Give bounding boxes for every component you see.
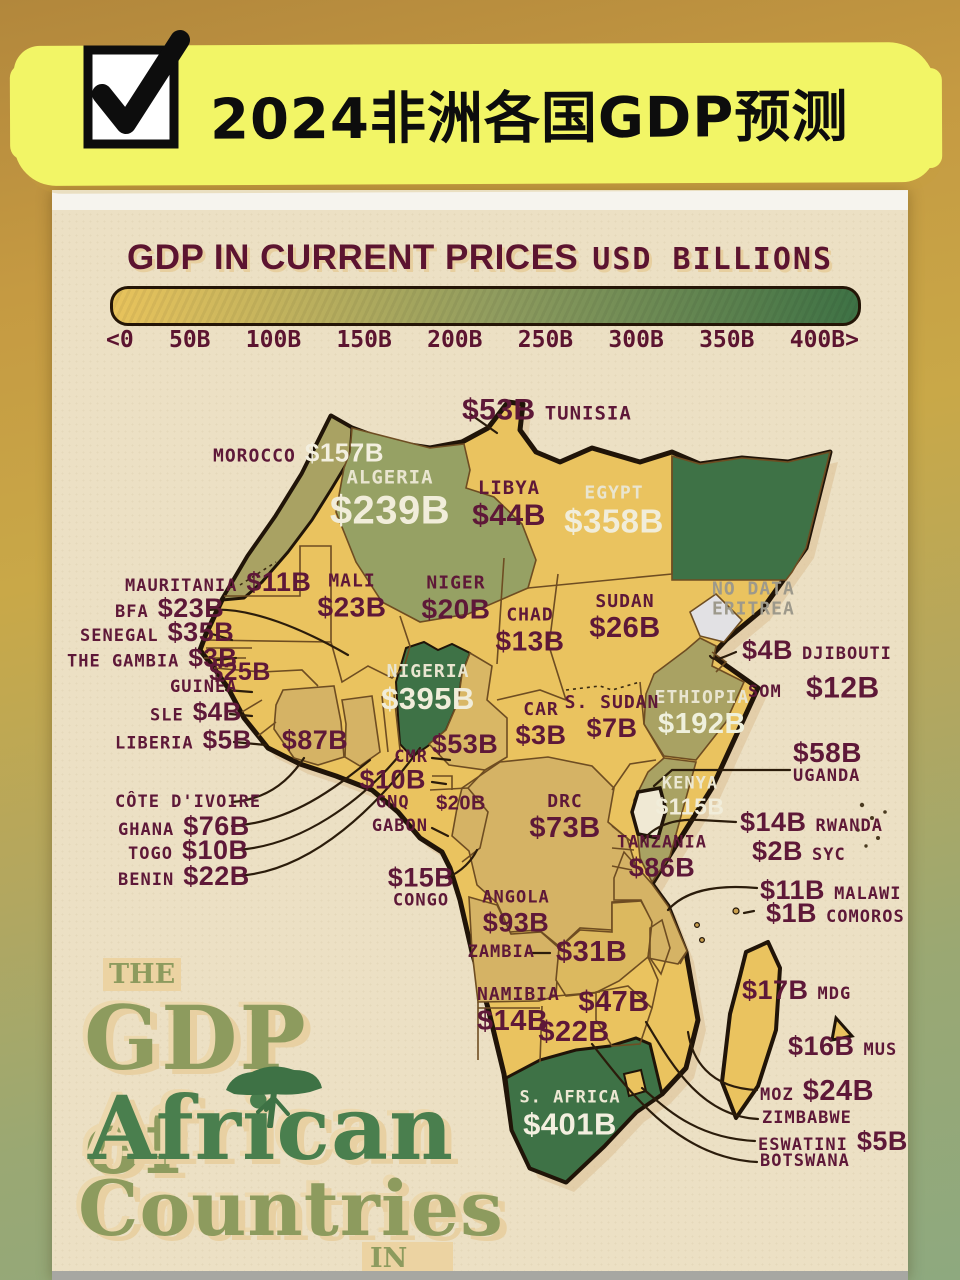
legend-tick: 200B: [427, 327, 483, 353]
map-label-zambia-name: ZAMBIA: [467, 942, 535, 963]
map-label-mali: MALI $23B: [317, 570, 387, 623]
map-label-comoros: $1B COMOROS: [766, 897, 905, 928]
legend-tick: 50B: [168, 327, 211, 353]
leader-lines: [206, 412, 792, 1164]
dotted-borders: [239, 561, 641, 691]
map-label-namibia: NAMIBIA $14B: [477, 983, 560, 1037]
map-label-djibouti: $4B DJIBOUTI: [742, 634, 892, 665]
map-label-libya: LIBYA $44B: [472, 476, 546, 532]
map-label-chad: CHAD $13B: [495, 604, 565, 657]
poster-title-the: THE: [103, 958, 182, 991]
legend-tick: 150B: [336, 327, 392, 353]
map-label-guinea-label: GUINEA: [170, 677, 238, 698]
map-label-egypt: EGYPT $358B: [564, 482, 664, 540]
legend-tick: 250B: [517, 327, 574, 353]
map-label-niger: NIGER $20B: [421, 572, 491, 625]
map-label-uganda: $58B UGANDA: [793, 736, 862, 787]
map-label-mdg: $17B MDG: [742, 974, 852, 1005]
map-label-civ-label: CÔTE D'IVOIRE: [115, 792, 262, 813]
map-label-cmr-label: CMR: [394, 747, 428, 768]
legend-gradient-bar: [110, 286, 861, 326]
region-madagascar: [720, 940, 782, 1120]
map-label-botswana-label: BOTSWANA: [760, 1151, 850, 1172]
region-cameroon: [427, 651, 508, 771]
map-label-eritrea: NO DATA ERITREA: [712, 578, 795, 620]
map-label-guinea-value: $25B: [209, 657, 271, 686]
map-label-rwanda: $14B RWANDA: [740, 806, 883, 837]
checkbox-check-icon: [83, 30, 190, 149]
region-egypt: [671, 450, 832, 581]
map-label-ethiopia: ETHIOPIA $192B: [654, 686, 750, 740]
map-label-liberia: LIBERIA $5B: [115, 724, 252, 755]
map-label-car: CAR $3B: [515, 698, 567, 750]
map-label-algeria: ALGERIA $239B: [329, 466, 451, 533]
legend-tick: 300B: [608, 327, 664, 353]
map-label-tanzania: TANZANIA $86B: [617, 832, 707, 883]
map-label-senegal: SENEGAL $35B: [80, 616, 235, 647]
map-label-bfa: BFA $23B: [115, 592, 225, 623]
map-label-malawi: $11B MALAWI: [760, 874, 902, 905]
region-eritrea: [689, 592, 744, 643]
map-label-civ-value: $87B: [281, 724, 349, 755]
region-civ: [273, 685, 345, 766]
map-label-morocco: MOROCCO $157B: [213, 437, 384, 468]
map-label-syc: $2B SYC: [752, 835, 846, 866]
legend-tick: 100B: [245, 327, 302, 353]
region-ethiopia: [643, 637, 746, 761]
map-label-togo: TOGO $10B: [128, 834, 249, 865]
map-label-som-label: SOM: [748, 682, 782, 703]
map-label-som-value: $12B: [806, 671, 880, 705]
map-label-zimbabwe-label: ZIMBABWE: [762, 1108, 852, 1129]
paper-top-edge: [52, 190, 908, 210]
map-label-mauritania: MAURITANIA $11B: [125, 566, 312, 597]
legend-title: GDP IN CURRENT PRICES USD BILLIONS: [52, 238, 908, 278]
map-label-ssudan: S. SUDAN $7B: [564, 691, 660, 743]
map-label-nigeria: NIGERIA $395B: [381, 660, 475, 716]
map-label-gabon-value: $20B: [436, 792, 486, 815]
legend-tick: 350B: [699, 327, 755, 353]
legend-tick: 400B>: [789, 327, 859, 353]
map-label-gnq: $10B GNQ: [359, 764, 426, 813]
banner-title: 2024非洲各国GDP预测: [209, 84, 849, 153]
map-label-drc: DRC $73B: [529, 790, 601, 844]
map-label-gambia: THE GAMBIA $3B: [67, 642, 238, 673]
region-ghana: [341, 695, 381, 767]
legend-title-unit: USD BILLIONS: [592, 242, 834, 277]
legend-tick: <0: [106, 327, 134, 353]
comoros-zanzibar-dots: [693, 907, 740, 943]
map-label-zimbabwe-value: $47B: [578, 985, 650, 1018]
map-label-benin: BENIN $22B: [118, 860, 250, 891]
map-label-sle: SLE $4B: [150, 696, 242, 727]
legend-title-bold: GDP IN CURRENT PRICES: [126, 238, 579, 277]
map-label-gabon-label: GABON: [371, 816, 428, 837]
acacia-tree-icon: [226, 1066, 322, 1128]
map-label-zambia-value: $31B: [556, 935, 628, 968]
map-label-tunisia: $53B TUNISIA: [462, 393, 632, 427]
poster-title-gdp-of: GDP of: [84, 986, 308, 1194]
seychelles-dots: [856, 802, 887, 848]
paper-bottom-edge: [52, 1271, 908, 1280]
legend-ticks: <0 50B 100B 150B 200B 250B 300B 350B 400B>: [106, 327, 859, 353]
map-label-safrica: S. AFRICA $401B: [519, 1087, 621, 1142]
map-label-kenya: KENYA $115B: [655, 773, 725, 820]
map-label-sudan: SUDAN $26B: [589, 590, 661, 644]
map-label-congo: $15B CONGO: [387, 862, 455, 911]
map-label-eswatini: ESWATINI $5B: [758, 1125, 908, 1156]
map-label-angola: ANGOLA $93B: [482, 887, 550, 938]
poster-title-countries: Countries: [78, 1164, 504, 1253]
map-label-moz: MOZ $24B: [760, 1074, 875, 1107]
lake-victoria: [630, 785, 668, 841]
map-label-ghana: GHANA $76B: [118, 810, 250, 841]
region-mauritius: [830, 1014, 855, 1042]
map-label-cmr-value: $53B: [431, 728, 499, 759]
map-label-mus: $16B MUS: [788, 1030, 898, 1061]
map-label-botswana-value: $22B: [538, 1015, 610, 1048]
